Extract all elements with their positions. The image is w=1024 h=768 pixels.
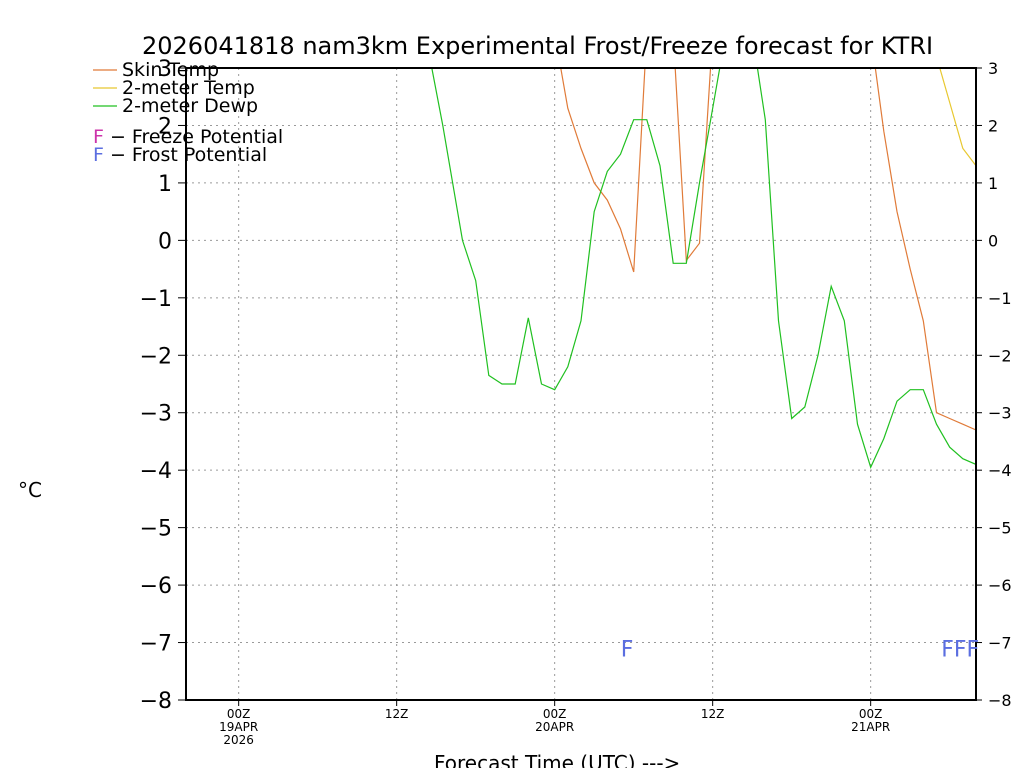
gridlines	[186, 68, 976, 700]
series-line-skin-temp	[560, 68, 976, 431]
x-tick-label: 00Z	[859, 707, 883, 721]
x-tick-label: 12Z	[701, 707, 725, 721]
y-tick-label-right: −7	[988, 634, 1012, 653]
x-tick-label: 00Z	[227, 707, 251, 721]
potential-markers: F FFF	[621, 637, 979, 662]
y-tick-label-left: 3	[158, 57, 172, 82]
series-line-2-meter-temp	[939, 68, 976, 167]
plot-frame	[185, 67, 977, 701]
x-tick-label: 21APR	[851, 720, 890, 734]
y-tick-label-left: 1	[158, 172, 172, 197]
y-tick-label-left: −4	[140, 459, 172, 484]
y-tick-label-left: −6	[140, 574, 172, 599]
potential-legend-entry: F − Freeze Potential	[93, 126, 283, 148]
y-tick-label-right: −5	[988, 519, 1012, 538]
x-tick-label: 12Z	[385, 707, 409, 721]
frost-marker: F	[621, 637, 634, 662]
y-tick-label-left: −5	[140, 517, 172, 542]
y-tick-label-left: −7	[140, 632, 172, 657]
x-tick-label: 2026	[223, 733, 254, 747]
y-tick-label-right: 2	[988, 116, 998, 135]
potential-code: F	[93, 144, 104, 166]
y-tick-label-right: −8	[988, 691, 1012, 710]
y-axis-label: °C	[18, 478, 42, 502]
y-tick-label-right: 1	[988, 174, 998, 193]
y-tick-label-right: 3	[988, 59, 998, 78]
potential-legend-entry: F − Frost Potential	[93, 144, 267, 166]
y-axis: −8 −8 −7 −7 −6 −6 −5 −5 −4 −4 −3 −3 −2 −2 −1 −1 0 0 1 1 2 2 3 3	[140, 57, 1012, 714]
y-tick-label-right: −1	[988, 289, 1012, 308]
x-tick-label: 19APR	[219, 720, 258, 734]
legend-label: Skin Temp	[122, 59, 219, 81]
potential-text: − Freeze Potential	[104, 126, 283, 148]
potential-text: − Frost Potential	[104, 144, 267, 166]
y-tick-label-right: −2	[988, 346, 1012, 365]
y-tick-label-right: 0	[988, 231, 998, 250]
series-line-2-meter-dewp	[431, 68, 976, 469]
y-tick-label-left: −3	[140, 402, 172, 427]
x-tick-label: 20APR	[535, 720, 574, 734]
potential-code: F	[93, 126, 104, 148]
y-tick-label-left: −2	[140, 344, 172, 369]
data-series	[431, 68, 976, 469]
chart-title: 2026041818 nam3km Experimental Frost/Fre…	[142, 32, 933, 60]
y-tick-label-right: −4	[988, 461, 1012, 480]
y-tick-label-left: 2	[158, 114, 172, 139]
x-tick-label: 00Z	[543, 707, 567, 721]
y-tick-label-left: −1	[140, 287, 172, 312]
y-tick-label-right: −3	[988, 404, 1012, 423]
legend-label: 2-meter Temp	[122, 77, 255, 99]
y-tick-label-left: −8	[140, 689, 172, 714]
legend-label: 2-meter Dewp	[122, 95, 258, 117]
y-tick-label-left: 0	[158, 229, 172, 254]
x-axis-label: Forecast Time (UTC) --->	[434, 751, 680, 768]
frost-marker: FFF	[941, 637, 979, 662]
y-tick-label-right: −6	[988, 576, 1012, 595]
